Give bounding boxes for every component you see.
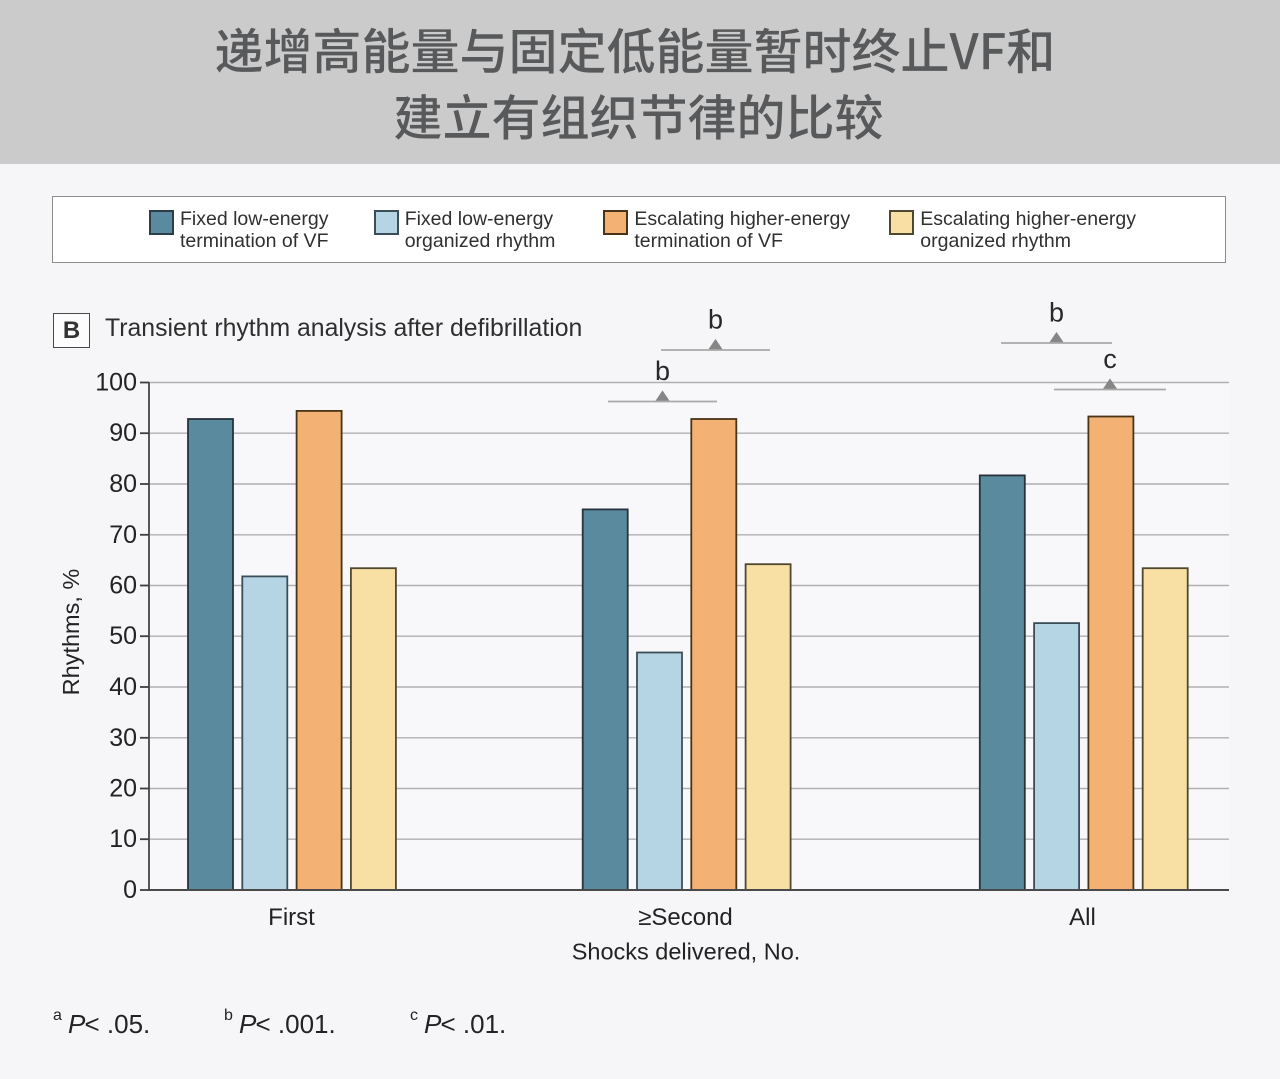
svg-text:b: b [655, 356, 670, 386]
svg-text:30: 30 [109, 724, 137, 752]
svg-text:< .01.: < .01. [441, 1009, 507, 1039]
svg-text:P: P [424, 1009, 442, 1039]
svg-text:Rhythms, %: Rhythms, % [58, 569, 84, 696]
svg-text:c: c [1103, 344, 1117, 374]
svg-text:b: b [224, 1007, 233, 1024]
svg-text:≥Second: ≥Second [638, 904, 733, 931]
svg-text:< .05.: < .05. [85, 1009, 151, 1039]
svg-text:0: 0 [123, 876, 137, 904]
svg-text:< .001.: < .001. [256, 1009, 336, 1039]
svg-text:10: 10 [109, 825, 137, 853]
svg-text:90: 90 [109, 419, 137, 447]
svg-text:70: 70 [109, 521, 137, 549]
svg-text:80: 80 [109, 470, 137, 498]
svg-text:All: All [1069, 904, 1096, 931]
svg-text:60: 60 [109, 572, 137, 600]
svg-text:Shocks delivered, No.: Shocks delivered, No. [572, 939, 801, 965]
svg-text:b: b [708, 304, 723, 334]
svg-text:40: 40 [109, 673, 137, 701]
svg-text:50: 50 [109, 622, 137, 650]
svg-text:c: c [410, 1007, 418, 1024]
svg-text:First: First [268, 904, 315, 931]
svg-text:a: a [53, 1007, 62, 1024]
svg-text:100: 100 [95, 369, 137, 397]
svg-text:P: P [68, 1009, 86, 1039]
svg-text:20: 20 [109, 775, 137, 803]
svg-text:b: b [1049, 297, 1064, 327]
svg-text:P: P [239, 1009, 257, 1039]
